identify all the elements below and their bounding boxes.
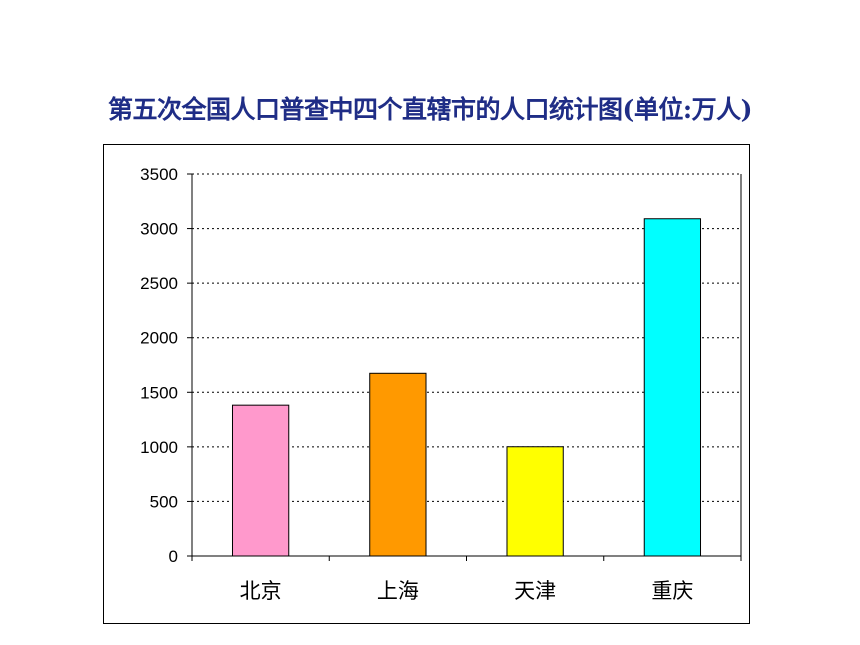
y-tick-label: 500 <box>150 492 178 511</box>
y-tick-label: 3000 <box>140 220 178 239</box>
x-category-label: 天津 <box>514 579 556 603</box>
bar-3 <box>506 446 564 557</box>
y-tick-label: 2500 <box>140 274 178 293</box>
y-tick-label: 1500 <box>140 383 178 402</box>
bar-4 <box>643 218 702 557</box>
y-tick-label: 1000 <box>140 438 178 457</box>
x-category-label: 北京 <box>240 579 282 603</box>
y-tick-label: 0 <box>169 547 178 566</box>
bar-2 <box>369 372 427 557</box>
bar-1 <box>231 404 290 557</box>
y-tick-label: 2000 <box>140 329 178 348</box>
bars <box>231 218 702 557</box>
x-category-label: 重庆 <box>651 579 693 603</box>
y-tick-label: 3500 <box>140 165 178 184</box>
axis-labels: 0 500 1000 1500 2000 2500 3000 3500 北京 上海 天津 重庆 <box>140 165 693 603</box>
x-category-label: 上海 <box>377 579 419 603</box>
chart-title: 第五次全国人口普查中四个直辖市的人口统计图(单位:万人) <box>108 95 752 124</box>
